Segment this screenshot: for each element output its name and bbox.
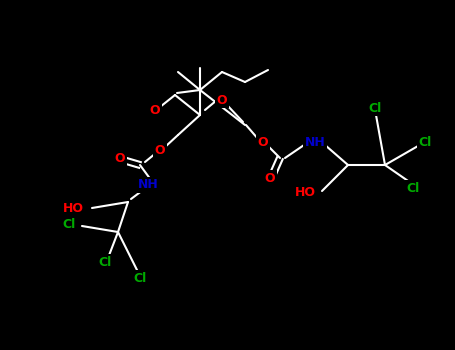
Text: NH: NH [137, 178, 158, 191]
Text: Cl: Cl [98, 256, 111, 268]
Text: O: O [265, 172, 275, 184]
Text: Cl: Cl [63, 218, 76, 231]
Text: HO: HO [295, 187, 316, 199]
Text: Cl: Cl [419, 136, 432, 149]
Text: O: O [217, 93, 228, 106]
Text: Cl: Cl [133, 272, 147, 285]
Text: NH: NH [305, 136, 325, 149]
Text: O: O [258, 136, 268, 149]
Text: Cl: Cl [369, 102, 382, 114]
Text: Cl: Cl [406, 182, 420, 195]
Text: HO: HO [63, 202, 84, 215]
Text: O: O [150, 104, 160, 117]
Text: O: O [115, 152, 125, 164]
Text: O: O [155, 144, 165, 156]
